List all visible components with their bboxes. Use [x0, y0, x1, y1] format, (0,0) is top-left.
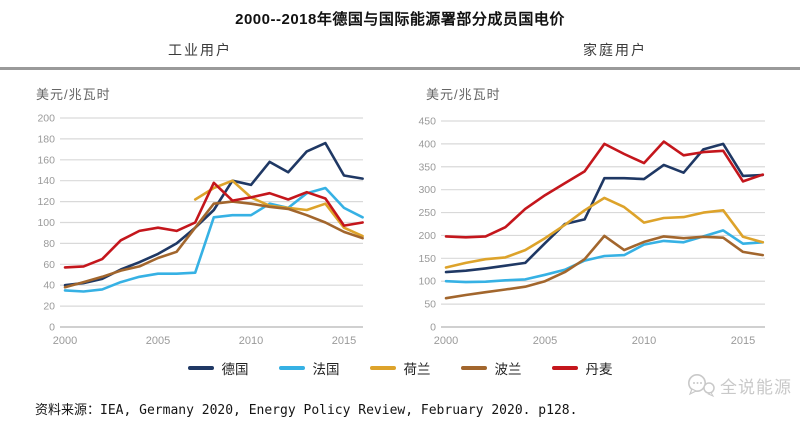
- y-axis-tick-label: 120: [37, 196, 55, 208]
- x-axis-tick-label: 2005: [533, 335, 557, 347]
- legend-item-netherlands: 荷兰: [369, 358, 431, 378]
- legend-item-denmark: 丹麦: [551, 358, 613, 378]
- y-axis-tick-label: 160: [37, 154, 55, 166]
- legend-swatch-germany: [187, 366, 214, 370]
- x-axis-tick-label: 2000: [434, 335, 458, 347]
- series-line-france: [63, 186, 364, 293]
- y-axis-tick-label: 400: [418, 138, 436, 150]
- y-axis-tick-label: 200: [418, 230, 436, 242]
- y-axis-tick-label: 100: [418, 276, 436, 288]
- legend-label-poland: 波兰: [494, 362, 522, 377]
- legend-label-france: 法国: [312, 362, 340, 377]
- y-axis-tick-label: 200: [37, 113, 55, 125]
- legend-label-denmark: 丹麦: [585, 362, 613, 377]
- y-axis-unit-label-industrial: 美元/兆瓦时: [36, 87, 111, 102]
- legend-swatch-netherlands: [369, 366, 396, 370]
- subtitle-industrial-users: 工业用户: [168, 42, 232, 58]
- series-line-france: [444, 229, 765, 284]
- legend-item-france: 法国: [278, 358, 340, 378]
- y-axis-tick-label: 80: [43, 238, 55, 250]
- watermark: 全说能源: [686, 372, 792, 398]
- legend-swatch-denmark: [551, 366, 578, 370]
- y-axis-unit-label-household: 美元/兆瓦时: [426, 87, 501, 102]
- series-line-denmark: [63, 181, 364, 269]
- y-axis-tick-label: 20: [43, 301, 55, 313]
- y-axis-tick-label: 40: [43, 280, 55, 292]
- x-axis-tick-label: 2015: [731, 335, 755, 347]
- page-title: 2000--2018年德国与国际能源署部分成员国电价: [235, 11, 565, 28]
- y-axis-tick-label: 100: [37, 217, 55, 229]
- y-axis-tick-label: 140: [37, 175, 55, 187]
- series-line-poland: [444, 234, 765, 300]
- legend-label-germany: 德国: [221, 362, 249, 377]
- series-line-netherlands: [444, 196, 765, 269]
- subtitle-household-users: 家庭用户: [583, 42, 647, 58]
- series-line-germany: [444, 142, 765, 274]
- x-axis-tick-label: 2015: [332, 335, 356, 347]
- legend-label-netherlands: 荷兰: [403, 362, 431, 377]
- source-note: 资料来源：IEA, Germany 2020, Energy Policy Re…: [35, 403, 578, 418]
- y-axis-tick-label: 150: [418, 253, 436, 265]
- x-axis-tick-label: 2005: [146, 335, 170, 347]
- x-axis-tick-label: 2010: [632, 335, 656, 347]
- y-axis-tick-label: 350: [418, 161, 436, 173]
- y-axis-tick-label: 60: [43, 259, 55, 271]
- legend: 德国 法国 荷兰 波兰 丹麦: [0, 358, 800, 378]
- x-axis-tick-label: 2010: [239, 335, 263, 347]
- y-axis-tick-label: 300: [418, 184, 436, 196]
- legend-item-poland: 波兰: [460, 358, 522, 378]
- legend-swatch-poland: [460, 366, 487, 370]
- y-axis-tick-label: 0: [430, 322, 436, 334]
- series-line-poland: [63, 200, 364, 289]
- horizontal-divider: [0, 67, 800, 70]
- y-axis-tick-label: 0: [49, 322, 55, 334]
- industrial-price-line-chart: 0 20 40 60 80 100 120 140 160 180 200 2000 2005 2010 2…: [37, 113, 364, 347]
- y-axis-tick-label: 50: [424, 299, 436, 311]
- x-axis-tick-label: 2000: [53, 335, 77, 347]
- watermark-text: 全说能源: [720, 377, 792, 397]
- y-axis-tick-label: 450: [418, 116, 436, 128]
- legend-item-germany: 德国: [187, 358, 249, 378]
- y-axis-tick-label: 180: [37, 133, 55, 145]
- series-line-denmark: [444, 140, 765, 239]
- y-axis-tick-label: 250: [418, 207, 436, 219]
- legend-swatch-france: [278, 366, 305, 370]
- household-price-line-chart: 0 50 100 150 200 250 300 350 400 450 2000 2005 2010 2…: [418, 116, 765, 347]
- speech-bubble-logo-icon: [688, 374, 715, 398]
